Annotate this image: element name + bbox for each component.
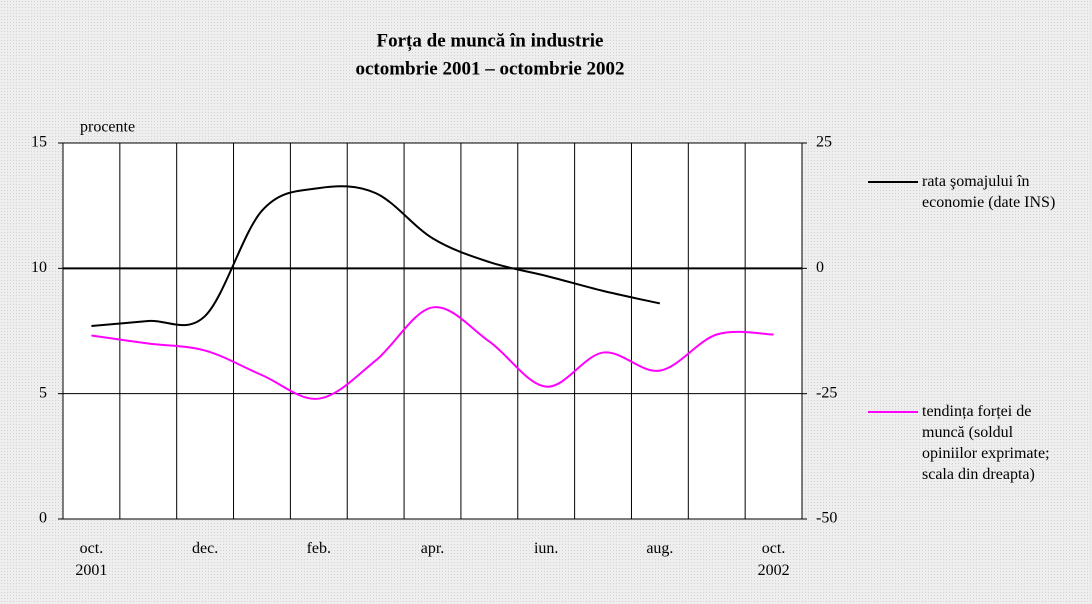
x-tick-label: feb.: [306, 540, 332, 557]
y-tick-label: 15: [31, 134, 47, 151]
x-tick-label: apr.: [420, 540, 445, 557]
x-tick-label: oct. 2001: [75, 540, 108, 579]
y2-tick-label: 25: [816, 134, 832, 151]
legend-label: rata şomajului în economie (date INS): [922, 173, 1056, 211]
chart-title: Forța de muncă în industrie: [377, 30, 604, 51]
series-line: [91, 185, 661, 327]
y-axis-label: procente: [80, 119, 135, 136]
legend-label: tendința forței de muncă (soldul opiniil…: [922, 403, 1050, 483]
x-tick-label: dec.: [192, 540, 219, 557]
plot-area: [62, 142, 803, 520]
y2-tick-label: -25: [816, 384, 837, 401]
x-tick-label: iun.: [533, 540, 559, 557]
x-tick-label: oct. 2002: [757, 540, 790, 579]
chart-subtitle: octombrie 2001 – octombrie 2002: [355, 58, 624, 79]
y-tick-label: 10: [31, 259, 47, 276]
y-tick-label: 0: [39, 510, 47, 527]
series-line: [91, 306, 774, 400]
y2-tick-label: -50: [816, 510, 837, 527]
y-tick-label: 5: [39, 384, 47, 401]
x-tick-label: aug.: [646, 540, 674, 557]
y2-tick-label: 0: [816, 259, 824, 276]
